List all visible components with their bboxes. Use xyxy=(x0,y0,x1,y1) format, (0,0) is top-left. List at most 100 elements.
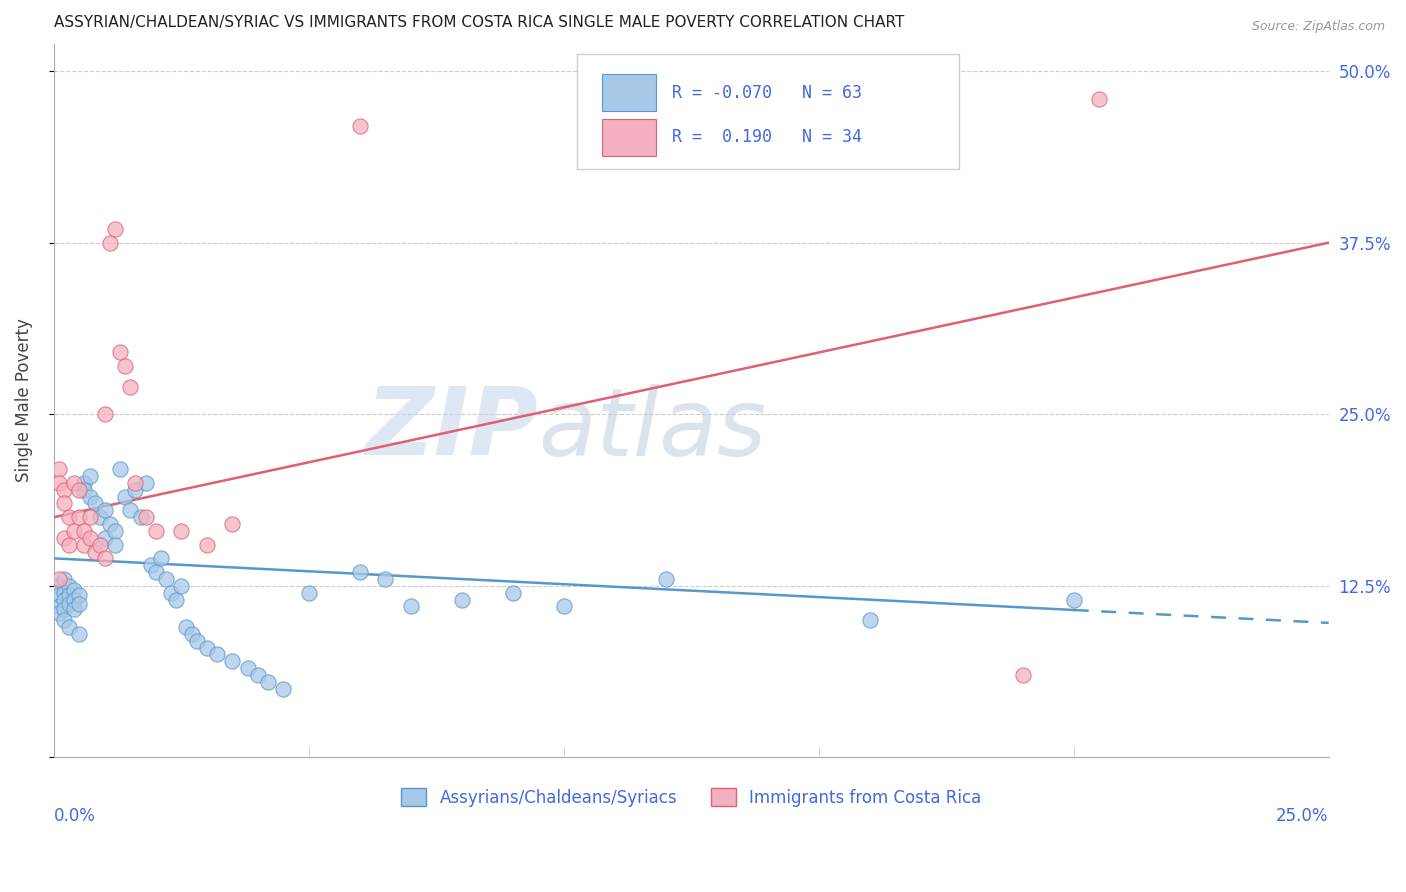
Text: ZIP: ZIP xyxy=(366,383,538,475)
Point xyxy=(63,592,86,607)
Point xyxy=(195,640,218,655)
Point xyxy=(53,585,76,599)
Point xyxy=(67,589,90,603)
Point xyxy=(374,572,396,586)
Point xyxy=(48,589,70,603)
Point xyxy=(48,572,70,586)
Point xyxy=(236,661,259,675)
Point xyxy=(63,602,86,616)
Point xyxy=(89,538,111,552)
Point xyxy=(48,462,70,476)
Point xyxy=(94,551,117,566)
FancyBboxPatch shape xyxy=(602,74,655,112)
Point xyxy=(53,531,76,545)
Point xyxy=(58,538,80,552)
Legend: Assyrians/Chaldeans/Syriacs, Immigrants from Costa Rica: Assyrians/Chaldeans/Syriacs, Immigrants … xyxy=(395,781,988,814)
Point xyxy=(655,572,678,586)
Point xyxy=(120,503,142,517)
Point xyxy=(186,633,208,648)
Point xyxy=(145,524,167,538)
Point xyxy=(149,551,172,566)
Point xyxy=(48,579,70,593)
Text: ASSYRIAN/CHALDEAN/SYRIAC VS IMMIGRANTS FROM COSTA RICA SINGLE MALE POVERTY CORRE: ASSYRIAN/CHALDEAN/SYRIAC VS IMMIGRANTS F… xyxy=(53,15,904,30)
Point xyxy=(114,490,136,504)
Point xyxy=(104,538,127,552)
Point xyxy=(349,565,371,579)
Point xyxy=(165,592,187,607)
Point xyxy=(58,510,80,524)
Point xyxy=(58,579,80,593)
Point xyxy=(67,483,90,497)
Point xyxy=(553,599,575,614)
Text: atlas: atlas xyxy=(538,384,766,475)
Point xyxy=(67,510,90,524)
Point xyxy=(53,496,76,510)
Point xyxy=(98,235,121,250)
Point xyxy=(73,483,96,497)
Point xyxy=(139,558,162,573)
Point xyxy=(1088,92,1111,106)
Point xyxy=(79,469,101,483)
Point xyxy=(859,613,882,627)
Point xyxy=(145,565,167,579)
Point xyxy=(257,674,280,689)
Point xyxy=(79,531,101,545)
Point xyxy=(53,483,76,497)
Point xyxy=(58,620,80,634)
Point xyxy=(53,613,76,627)
Point xyxy=(155,572,177,586)
Point xyxy=(73,524,96,538)
Point xyxy=(104,222,127,236)
Point xyxy=(399,599,422,614)
Point xyxy=(124,475,146,490)
Point xyxy=(53,592,76,607)
Point xyxy=(298,585,321,599)
Text: 0.0%: 0.0% xyxy=(53,807,96,825)
Point xyxy=(129,510,152,524)
Point xyxy=(104,524,127,538)
Point xyxy=(170,579,193,593)
Point xyxy=(83,544,105,558)
Point xyxy=(108,345,131,359)
Point xyxy=(94,503,117,517)
Point xyxy=(271,681,294,696)
Text: Source: ZipAtlas.com: Source: ZipAtlas.com xyxy=(1251,20,1385,33)
Point xyxy=(63,524,86,538)
Point xyxy=(83,496,105,510)
Point xyxy=(94,407,117,421)
Point xyxy=(73,475,96,490)
Point xyxy=(67,597,90,611)
Point xyxy=(73,538,96,552)
FancyBboxPatch shape xyxy=(576,54,959,169)
Point xyxy=(79,510,101,524)
Point xyxy=(114,359,136,374)
Point xyxy=(63,475,86,490)
Point xyxy=(135,510,157,524)
Point xyxy=(170,524,193,538)
Point xyxy=(195,538,218,552)
Point xyxy=(221,517,243,532)
Point xyxy=(79,490,101,504)
FancyBboxPatch shape xyxy=(602,119,655,156)
Point xyxy=(349,119,371,133)
Point xyxy=(1011,668,1033,682)
Point xyxy=(124,483,146,497)
Point xyxy=(94,531,117,545)
Point xyxy=(1063,592,1085,607)
Point xyxy=(502,585,524,599)
Point xyxy=(205,648,228,662)
Point xyxy=(98,517,121,532)
Point xyxy=(48,475,70,490)
Point xyxy=(58,589,80,603)
Text: R =  0.190   N = 34: R = 0.190 N = 34 xyxy=(672,128,862,146)
Point xyxy=(53,572,76,586)
Point xyxy=(176,620,198,634)
Point xyxy=(108,462,131,476)
Point xyxy=(450,592,472,607)
Point xyxy=(53,602,76,616)
Point xyxy=(246,668,269,682)
Point xyxy=(67,627,90,641)
Y-axis label: Single Male Poverty: Single Male Poverty xyxy=(15,318,32,483)
Point xyxy=(180,627,202,641)
Point xyxy=(120,380,142,394)
